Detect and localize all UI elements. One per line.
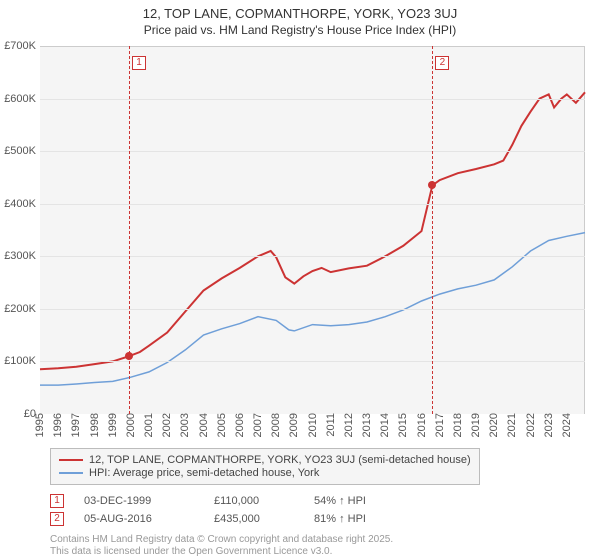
marker-dot-2	[428, 181, 436, 189]
marker-box-2: 2	[435, 56, 449, 70]
marker-box-1: 1	[132, 56, 146, 70]
x-axis-label: 2014	[379, 413, 391, 447]
x-axis-label: 2020	[488, 413, 500, 447]
chart-subtitle: Price paid vs. HM Land Registry's House …	[0, 23, 600, 37]
x-axis-label: 1997	[70, 413, 82, 447]
x-axis-label: 2017	[434, 413, 446, 447]
x-axis-label: 2019	[470, 413, 482, 447]
y-axis-label: £0	[0, 408, 36, 420]
footer-pct: 54% ↑ HPI	[314, 495, 414, 507]
x-axis-label: 2009	[288, 413, 300, 447]
y-axis-label: £600K	[0, 93, 36, 105]
y-axis-label: £300K	[0, 250, 36, 262]
x-axis-label: 2023	[543, 413, 555, 447]
gridline	[40, 204, 585, 205]
x-axis-label: 2016	[416, 413, 428, 447]
legend-swatch	[59, 472, 83, 474]
footer-price: £435,000	[214, 513, 314, 525]
credits: Contains HM Land Registry data © Crown c…	[50, 534, 393, 558]
x-axis-label: 1995	[34, 413, 46, 447]
x-axis-label: 1999	[107, 413, 119, 447]
footer-row: 1 03-DEC-1999£110,00054% ↑ HPI	[50, 494, 414, 508]
chart-container: 12, TOP LANE, COPMANTHORPE, YORK, YO23 3…	[0, 0, 600, 560]
footer-marker: 2	[50, 512, 64, 526]
legend-item: HPI: Average price, semi-detached house,…	[59, 467, 471, 479]
gridline	[40, 361, 585, 362]
marker-dot-1	[125, 352, 133, 360]
credits-line2: This data is licensed under the Open Gov…	[50, 546, 393, 558]
x-axis-label: 2021	[506, 413, 518, 447]
footer-date: 05-AUG-2016	[84, 513, 214, 525]
x-axis-label: 2003	[179, 413, 191, 447]
marker-table: 1 03-DEC-1999£110,00054% ↑ HPI 2 05-AUG-201…	[50, 494, 414, 530]
x-axis-label: 2005	[216, 413, 228, 447]
x-axis-label: 2012	[343, 413, 355, 447]
gridline	[40, 309, 585, 310]
gridline	[40, 151, 585, 152]
x-axis-label: 2000	[125, 413, 137, 447]
gridline	[40, 99, 585, 100]
x-axis-label: 2015	[397, 413, 409, 447]
x-axis-label: 2004	[198, 413, 210, 447]
x-axis-label: 2013	[361, 413, 373, 447]
chart-svg	[40, 46, 585, 414]
x-axis-label: 2022	[525, 413, 537, 447]
x-axis-label: 2007	[252, 413, 264, 447]
marker-line-2	[432, 46, 433, 414]
legend-swatch	[59, 459, 83, 461]
y-axis-label: £100K	[0, 355, 36, 367]
title-block: 12, TOP LANE, COPMANTHORPE, YORK, YO23 3…	[0, 0, 600, 39]
x-axis-label: 2001	[143, 413, 155, 447]
legend-label: 12, TOP LANE, COPMANTHORPE, YORK, YO23 3…	[89, 454, 471, 466]
x-axis-label: 1998	[89, 413, 101, 447]
legend-item: 12, TOP LANE, COPMANTHORPE, YORK, YO23 3…	[59, 454, 471, 466]
x-axis-label: 2018	[452, 413, 464, 447]
footer-price: £110,000	[214, 495, 314, 507]
credits-line1: Contains HM Land Registry data © Crown c…	[50, 534, 393, 546]
footer-pct: 81% ↑ HPI	[314, 513, 414, 525]
x-axis-label: 2008	[270, 413, 282, 447]
y-axis-label: £400K	[0, 198, 36, 210]
y-axis-label: £200K	[0, 303, 36, 315]
chart-title: 12, TOP LANE, COPMANTHORPE, YORK, YO23 3…	[0, 6, 600, 21]
x-axis-label: 2002	[161, 413, 173, 447]
legend: 12, TOP LANE, COPMANTHORPE, YORK, YO23 3…	[50, 448, 480, 485]
gridline	[40, 256, 585, 257]
x-axis-label: 2010	[307, 413, 319, 447]
x-axis-label: 2011	[325, 413, 337, 447]
y-axis-label: £700K	[0, 40, 36, 52]
x-axis-label: 2024	[561, 413, 573, 447]
footer-row: 2 05-AUG-2016£435,00081% ↑ HPI	[50, 512, 414, 526]
series-price_paid	[40, 92, 585, 369]
x-axis-label: 2006	[234, 413, 246, 447]
x-axis-label: 1996	[52, 413, 64, 447]
legend-label: HPI: Average price, semi-detached house,…	[89, 467, 319, 479]
footer-date: 03-DEC-1999	[84, 495, 214, 507]
footer-marker: 1	[50, 494, 64, 508]
y-axis-label: £500K	[0, 145, 36, 157]
